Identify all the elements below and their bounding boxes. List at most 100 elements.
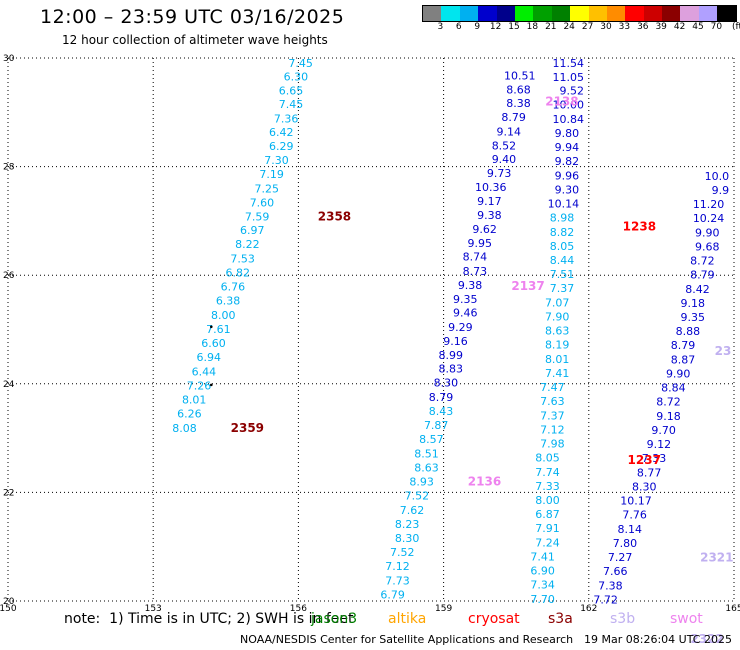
time-label: 2138 <box>545 94 578 108</box>
wave-height-value: 7.12 <box>540 423 565 436</box>
wave-height-value: 7.60 <box>250 196 275 209</box>
wave-height-value: 8.63 <box>414 461 439 474</box>
wave-height-value: 10.00 <box>552 99 584 112</box>
wave-height-value: 9.82 <box>555 155 580 168</box>
wave-height-value: 8.73 <box>463 265 488 278</box>
time-label: 1238 <box>623 219 656 233</box>
legend-label: 21 <box>545 22 557 32</box>
footer-timestamp: 19 Mar 08:26:04 UTC 2025 <box>584 633 732 646</box>
wave-height-value: 8.01 <box>545 353 570 366</box>
wave-height-value: 8.79 <box>501 111 526 124</box>
wave-height-value: 9.96 <box>555 169 580 182</box>
wave-height-value: 10.84 <box>552 113 584 126</box>
wave-height-value: 8.52 <box>492 139 517 152</box>
wave-height-value: 6.65 <box>279 85 304 98</box>
wave-height-value: 7.27 <box>608 551 633 564</box>
legend-swatch <box>625 6 644 21</box>
time-label: 23 <box>715 344 732 358</box>
satellite-altika: altika <box>388 611 427 627</box>
wave-height-value: 7.24 <box>535 536 560 549</box>
wave-height-value: 9.30 <box>555 183 580 196</box>
satellite-cryosat: cryosat <box>468 611 520 627</box>
wave-height-value: 6.90 <box>530 565 555 578</box>
legend-swatch <box>423 6 442 21</box>
wave-height-value: 9.14 <box>497 125 522 138</box>
wave-height-value: 7.74 <box>535 466 560 479</box>
legend-label: 33 <box>618 22 631 32</box>
wave-height-value: 9.73 <box>487 167 512 180</box>
wave-height-value: 8.00 <box>211 309 236 322</box>
wave-height-value: 8.82 <box>550 226 575 239</box>
wave-height-value: 7.80 <box>613 537 638 550</box>
legend-swatch <box>459 6 479 21</box>
wave-height-value: 7.25 <box>255 182 280 195</box>
time-label: 2358 <box>318 210 351 224</box>
wave-height-value: 10.51 <box>504 69 536 82</box>
wave-height-value: 8.87 <box>671 353 696 366</box>
wave-height-value: 8.51 <box>414 447 439 460</box>
time-label: 2359 <box>231 421 264 435</box>
wave-height-value: 8.72 <box>656 396 681 409</box>
legend-swatch <box>662 6 681 21</box>
wave-height-value: 9.12 <box>647 438 672 451</box>
wave-height-value: 9.18 <box>680 297 705 310</box>
wave-height-value: 7.41 <box>545 367 570 380</box>
legend-swatch <box>698 6 718 21</box>
wave-height-value: 8.00 <box>535 494 560 507</box>
wave-height-value: 7.63 <box>540 395 565 408</box>
wave-height-value: 9.62 <box>472 223 497 236</box>
legend-label: 30 <box>600 22 612 32</box>
wave-height-value: 7.98 <box>540 438 565 451</box>
wave-height-value: 11.54 <box>552 57 584 70</box>
wave-height-value: 6.29 <box>269 140 294 153</box>
wave-height-value: 8.30 <box>434 377 459 390</box>
legend-swatch <box>570 6 589 21</box>
wave-height-value: 8.74 <box>463 251 488 264</box>
wave-height-value: 8.05 <box>535 452 560 465</box>
legend-label: 6 <box>455 22 462 32</box>
wave-height-value: 7.07 <box>545 296 570 309</box>
x-tick-label: 153 <box>145 604 162 614</box>
wave-height-value: 9.70 <box>651 424 676 437</box>
wave-height-value: 6.38 <box>216 295 241 308</box>
wave-height-value: 8.30 <box>632 480 657 493</box>
wave-height-value: 8.79 <box>690 269 715 282</box>
wave-height-value: 9.95 <box>468 237 493 250</box>
wave-height-value: 10.0 <box>705 170 730 183</box>
wave-height-value: 7.70 <box>530 593 555 606</box>
legend-swatch <box>551 6 571 21</box>
legend-label: 3 <box>437 22 444 32</box>
satellite-swot: swot <box>670 611 703 627</box>
x-tick-label: 165 <box>725 604 740 614</box>
wave-height-value: 8.63 <box>545 325 570 338</box>
wave-height-value: 7.53 <box>230 252 255 265</box>
wave-height-value: 8.68 <box>506 83 531 96</box>
y-tick-label: 30 <box>3 54 15 64</box>
wave-height-value: 9.35 <box>680 311 705 324</box>
wave-height-value: 6.82 <box>226 266 251 279</box>
wave-height-value: 7.87 <box>424 419 449 432</box>
wave-height-value: 8.23 <box>395 518 420 531</box>
wave-height-value: 8.98 <box>550 212 575 225</box>
satellite-jason3: jason3 <box>311 611 358 627</box>
wave-height-value: 8.43 <box>429 405 454 418</box>
wave-height-value: 6.76 <box>221 281 246 294</box>
wave-height-value: 7.33 <box>535 480 560 493</box>
wave-height-value: 11.20 <box>693 198 725 211</box>
time-label: 2136 <box>468 475 501 489</box>
legend-swatch <box>606 6 626 21</box>
wave-height-value: 6.87 <box>535 508 560 521</box>
page-title: 12:00 – 23:59 UTC 03/16/2025 <box>40 6 345 28</box>
wave-height-value: 7.91 <box>535 522 560 535</box>
y-tick-label: 20 <box>3 597 15 607</box>
wave-height-value: 9.68 <box>695 240 720 253</box>
wave-height-value: 9.38 <box>458 279 483 292</box>
wave-height-value: 8.22 <box>235 238 260 251</box>
wave-height-value: 8.83 <box>438 363 463 376</box>
wave-height-value: 8.77 <box>637 466 662 479</box>
wave-height-value: 7.52 <box>405 490 430 503</box>
wave-height-value: 6.60 <box>201 337 226 350</box>
wave-height-value: 7.30 <box>264 154 289 167</box>
wave-height-value: 9.35 <box>453 293 478 306</box>
